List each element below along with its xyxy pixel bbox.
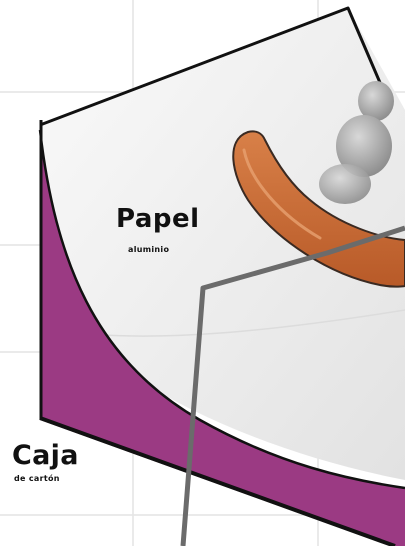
- steam-icon: [319, 81, 394, 204]
- sausage-highlight: [242, 148, 322, 240]
- foil-title: Papel: [116, 204, 200, 234]
- skewer-rod: [180, 225, 405, 546]
- foil-subtitle: aluminio: [128, 245, 170, 254]
- cardboard-box: [40, 130, 405, 546]
- foil-top-edge: [39, 6, 386, 127]
- box-bottom-edge: [39, 416, 396, 546]
- box-subtitle: de cartón: [14, 474, 60, 483]
- box-inner-edge: [38, 129, 405, 490]
- box-title: Caja: [12, 440, 79, 471]
- foil-reflector: [40, 8, 405, 480]
